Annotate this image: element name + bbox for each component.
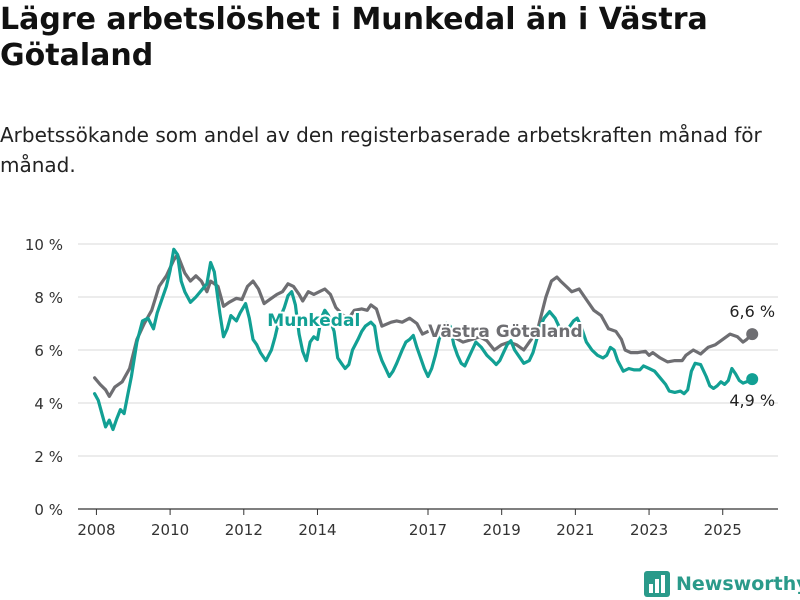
x-tick-label: 2017 bbox=[409, 521, 447, 539]
y-tick-label: 0 % bbox=[34, 501, 63, 519]
x-tick-label: 2010 bbox=[151, 521, 189, 539]
bar-chart-icon bbox=[644, 571, 670, 597]
series-label-vastra_gotaland: Västra Götaland bbox=[428, 322, 583, 342]
x-tick-label: 2023 bbox=[630, 521, 668, 539]
x-tick-label: 2008 bbox=[77, 521, 115, 539]
y-tick-label: 6 % bbox=[34, 342, 63, 360]
y-tick-label: 10 % bbox=[25, 236, 63, 254]
line-chart: 0 % 2 % 4 % 6 % 8 % 10 % 2008 2010 2012 2014 2017 2… bbox=[25, 236, 778, 539]
x-tick-label: 2012 bbox=[225, 521, 263, 539]
series-line-vastra_gotaland bbox=[93, 253, 754, 398]
x-tick-label: 2021 bbox=[556, 521, 594, 539]
x-tick-label: 2014 bbox=[298, 521, 336, 539]
series-line-munkedal bbox=[93, 247, 754, 432]
brand-logo: Newsworthy bbox=[644, 570, 800, 598]
y-tick-label: 2 % bbox=[34, 448, 63, 466]
end-label-munkedal: 4,9 % bbox=[729, 391, 775, 410]
end-marker-vastra_gotaland bbox=[746, 328, 759, 341]
y-tick-label: 4 % bbox=[34, 395, 63, 413]
chart-subtitle: Arbetssökande som andel av den registerb… bbox=[0, 123, 762, 177]
y-tick-label: 8 % bbox=[34, 289, 63, 307]
end-marker-munkedal bbox=[746, 373, 759, 386]
series-label-munkedal: Munkedal bbox=[267, 311, 360, 331]
brand-name: Newsworthy bbox=[676, 573, 800, 595]
x-tick-label: 2025 bbox=[704, 521, 742, 539]
chart-title: Lägre arbetslöshet i Munkedal än i Västr… bbox=[0, 2, 708, 73]
x-tick-label: 2019 bbox=[483, 521, 521, 539]
end-label-vastra_gotaland: 6,6 % bbox=[729, 302, 775, 321]
